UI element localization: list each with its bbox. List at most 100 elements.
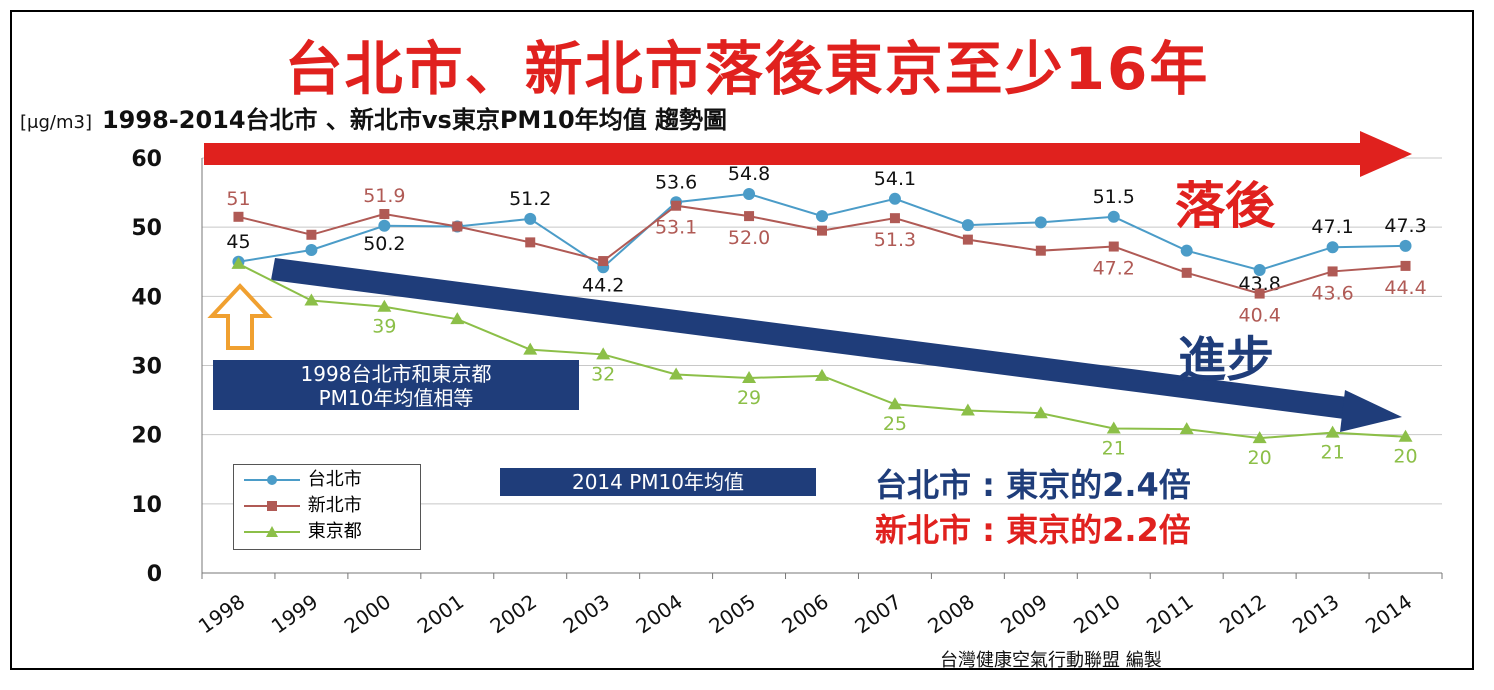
ratio-newtaipei: 新北市 : 東京的2.2倍 <box>875 511 1191 549</box>
data-point <box>525 237 536 248</box>
data-point <box>523 342 538 355</box>
headline: 台北市、新北市落後東京至少16年 <box>284 35 1210 103</box>
data-point <box>524 212 537 225</box>
data-point <box>450 312 465 325</box>
data-point <box>1327 266 1338 277</box>
y-tick-label: 60 <box>131 147 162 172</box>
data-point <box>1181 267 1192 278</box>
lag-label: 落後 <box>1175 177 1275 235</box>
x-tick-label: 2006 <box>777 589 832 638</box>
data-label: 45 <box>226 231 250 253</box>
legend-swatch-taipei <box>244 475 300 485</box>
y-tick-label: 40 <box>131 285 162 310</box>
x-tick-label: 2009 <box>996 589 1051 638</box>
data-label: 44.2 <box>582 274 624 296</box>
note-1998-line1: 1998台北市和東京都 <box>300 362 492 386</box>
data-point <box>231 256 246 269</box>
x-tick-label: 1999 <box>267 589 322 638</box>
x-tick-label: 2005 <box>704 589 759 638</box>
data-label: 29 <box>737 387 761 409</box>
data-label: 44.4 <box>1384 277 1426 299</box>
y-tick-label: 20 <box>131 424 162 449</box>
data-label: 51.9 <box>363 185 405 207</box>
data-point <box>962 234 973 245</box>
equal-start-arrow <box>207 283 273 350</box>
legend-item-newtaipei: 新北市 <box>242 493 362 519</box>
data-label: 51 <box>226 188 250 210</box>
data-point <box>1179 422 1194 435</box>
data-label: 50.2 <box>363 233 405 255</box>
data-point <box>304 293 319 306</box>
note-2014-box: 2014 PM10年均值 <box>500 468 816 496</box>
data-point <box>816 210 828 223</box>
data-point <box>1253 264 1266 277</box>
x-tick-label: 2012 <box>1215 589 1270 638</box>
data-label: 21 <box>1102 437 1126 459</box>
x-tick-label: 2011 <box>1142 589 1197 638</box>
x-tick-label: 2004 <box>632 589 687 638</box>
note-1998-line2: PM10年均值相等 <box>318 386 474 410</box>
subtitle-text: 1998-2014台北市 、新北市vs東京PM10年均值 趨勢圖 <box>101 106 728 134</box>
data-point <box>1325 425 1340 438</box>
data-point <box>817 225 827 236</box>
data-label: 21 <box>1320 442 1344 464</box>
x-tick-label: 2008 <box>923 589 978 638</box>
data-point <box>378 219 391 232</box>
data-label: 54.1 <box>874 168 916 190</box>
data-label: 43.6 <box>1311 282 1353 304</box>
x-tick-label: 2007 <box>850 589 905 638</box>
legend-label-newtaipei: 新北市 <box>307 495 362 516</box>
data-point <box>742 370 757 383</box>
data-label: 52.0 <box>728 227 770 249</box>
legend-label-taipei: 台北市 <box>307 469 362 490</box>
legend-item-tokyo: 東京都 <box>242 519 362 545</box>
data-label: 32 <box>591 363 615 385</box>
x-tick-label: 2000 <box>340 589 395 638</box>
lag-arrow-head <box>1360 131 1412 177</box>
data-label: 47.2 <box>1093 258 1135 280</box>
data-point <box>960 403 975 416</box>
data-point <box>1106 421 1121 434</box>
ratio-taipei: 台北市 : 東京的2.4倍 <box>875 466 1191 504</box>
data-point <box>598 256 609 267</box>
data-point <box>887 397 902 410</box>
data-point <box>743 187 756 200</box>
data-point <box>306 229 317 240</box>
data-point <box>1400 260 1411 271</box>
chart-subtitle: [μg/m3] 1998-2014台北市 、新北市vs東京PM10年均值 趨勢圖 <box>20 100 727 135</box>
data-label: 25 <box>883 413 907 435</box>
data-label: 51.2 <box>509 188 551 210</box>
data-label: 54.8 <box>728 163 770 185</box>
data-point <box>1108 241 1119 252</box>
data-point <box>1033 406 1048 419</box>
legend-swatch-tokyo <box>244 526 300 537</box>
x-tick-label: 2002 <box>486 589 541 638</box>
data-point <box>1180 244 1193 257</box>
legend-label-tokyo: 東京都 <box>307 521 362 542</box>
data-point <box>1252 431 1267 444</box>
data-label: 47.1 <box>1311 216 1353 238</box>
data-point <box>1398 429 1413 442</box>
note-1998-box: 1998台北市和東京都 PM10年均值相等 <box>213 360 579 410</box>
data-point <box>669 367 684 380</box>
data-label: 51.5 <box>1093 186 1135 208</box>
x-tick-label: 2013 <box>1288 589 1343 638</box>
y-tick-label: 10 <box>131 493 162 518</box>
progress-arrow-shaft <box>271 258 1355 420</box>
data-point <box>961 219 974 232</box>
data-label: 51.3 <box>874 229 916 251</box>
data-label: 20 <box>1393 446 1417 468</box>
legend-item-taipei: 台北市 <box>242 467 362 493</box>
data-point <box>815 368 829 381</box>
x-tick-label: 2014 <box>1361 589 1416 638</box>
data-point <box>671 200 682 211</box>
credit-text: 台灣健康空氣行動聯盟 編製 <box>940 650 1162 671</box>
lag-arrow-shaft <box>204 143 1364 165</box>
unit-label: [μg/m3] <box>20 112 92 133</box>
data-point <box>1034 216 1047 229</box>
data-label: 20 <box>1248 447 1272 469</box>
data-point <box>379 209 390 220</box>
x-tick-label: 2003 <box>559 589 614 638</box>
data-point <box>596 347 611 360</box>
data-point <box>377 299 392 312</box>
